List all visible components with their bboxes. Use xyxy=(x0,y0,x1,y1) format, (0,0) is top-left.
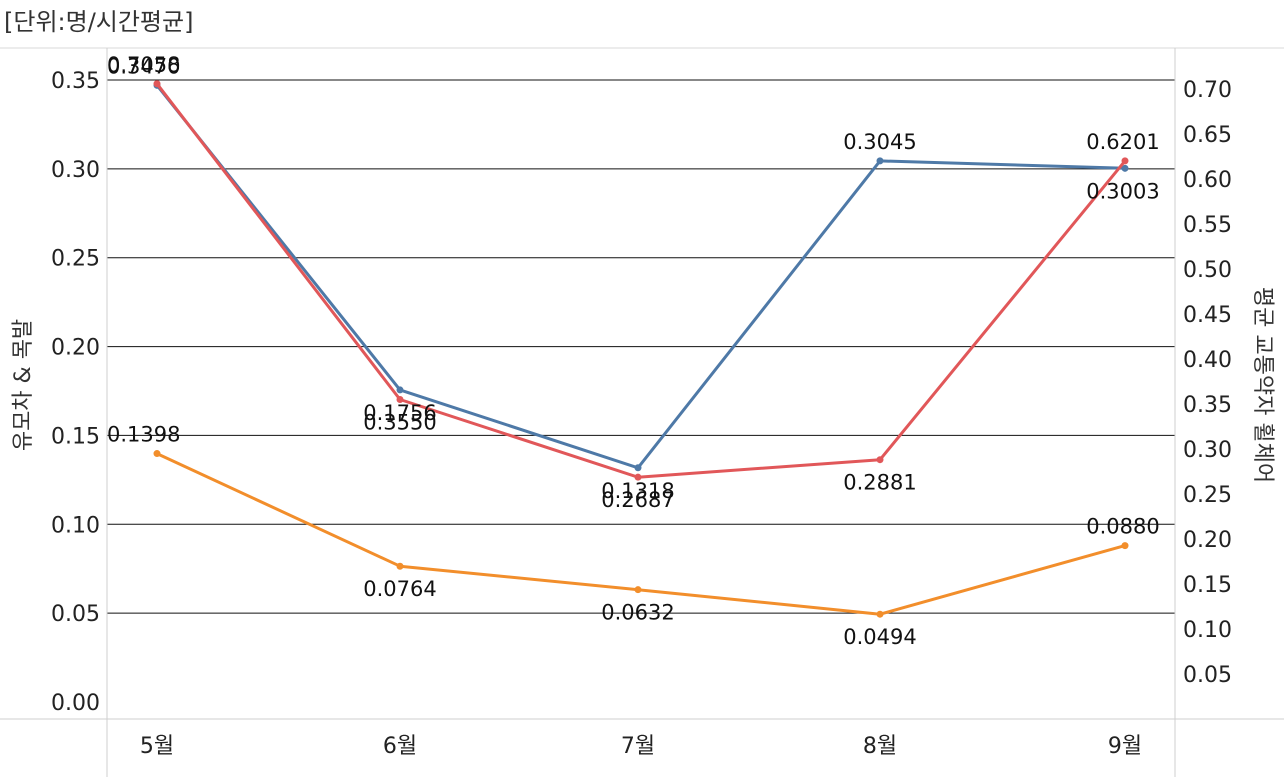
plot-frame xyxy=(0,47,1284,777)
data-point xyxy=(153,80,161,88)
data-label: 0.0880 xyxy=(1086,515,1159,539)
right-tick-label: 0.20 xyxy=(1183,528,1232,553)
x-tick-label: 7월 xyxy=(621,734,655,759)
unit-label: [단위:명/시간평균] xyxy=(4,8,194,36)
right-tick-label: 0.60 xyxy=(1183,168,1232,193)
data-label: 0.1398 xyxy=(107,423,180,447)
data-point xyxy=(1121,157,1129,165)
right-axis-title: 평균 교통약자 휠체어 xyxy=(1250,287,1275,483)
data-point xyxy=(876,610,884,618)
x-tick-label: 5월 xyxy=(140,734,174,759)
left-y-axis: 0.00 0.05 0.10 0.15 0.20 0.25 0.30 0.35 xyxy=(51,69,100,716)
left-tick-label: 0.35 xyxy=(51,69,100,94)
data-point xyxy=(1121,164,1129,172)
right-tick-label: 0.45 xyxy=(1183,303,1232,328)
data-label: 0.3550 xyxy=(363,411,436,435)
data-point xyxy=(396,386,404,394)
data-label: 0.3003 xyxy=(1086,179,1159,203)
data-label: 0.6201 xyxy=(1086,130,1159,154)
right-tick-label: 0.35 xyxy=(1183,393,1232,418)
x-axis: 5월 6월 7월 8월 9월 xyxy=(140,734,1142,759)
data-label: 0.1756 xyxy=(363,401,436,425)
right-tick-label: 0.70 xyxy=(1183,78,1232,103)
x-tick-label: 8월 xyxy=(863,734,897,759)
data-point xyxy=(1121,542,1129,550)
data-point xyxy=(396,396,404,403)
data-label: 0.2881 xyxy=(843,471,916,495)
gridlines xyxy=(107,79,1175,614)
data-point xyxy=(634,464,642,472)
right-tick-label: 0.25 xyxy=(1183,483,1232,508)
right-tick-label: 0.15 xyxy=(1183,573,1232,598)
series-line xyxy=(155,82,1127,479)
series-layer xyxy=(153,80,1129,618)
data-point xyxy=(634,473,642,481)
data-label: 0.1318 xyxy=(601,479,674,503)
data-label: 0.0632 xyxy=(601,601,674,625)
right-tick-label: 0.50 xyxy=(1183,258,1232,283)
x-tick-label: 6월 xyxy=(383,734,417,759)
left-axis-title: 유모차 & 목발 xyxy=(11,319,36,451)
data-point xyxy=(634,586,642,594)
left-tick-label: 0.30 xyxy=(51,158,100,183)
data-label: 0.0764 xyxy=(363,577,436,601)
right-tick-label: 0.10 xyxy=(1183,618,1232,643)
right-y-axis: 0.05 0.10 0.15 0.20 0.25 0.30 0.35 0.40 0.45 0.50… xyxy=(1183,78,1232,688)
right-tick-label: 0.55 xyxy=(1183,213,1232,238)
left-tick-label: 0.05 xyxy=(51,602,100,627)
left-tick-label: 0.20 xyxy=(51,336,100,361)
left-tick-label: 0.00 xyxy=(51,691,100,716)
data-point xyxy=(153,450,161,458)
left-tick-label: 0.15 xyxy=(51,424,100,449)
right-tick-label: 0.40 xyxy=(1183,348,1232,373)
right-tick-label: 0.30 xyxy=(1183,438,1232,463)
data-point xyxy=(876,157,884,165)
right-tick-label: 0.65 xyxy=(1183,123,1232,148)
data-point xyxy=(396,562,404,570)
data-label: 0.0494 xyxy=(843,625,916,649)
left-tick-label: 0.10 xyxy=(51,513,100,538)
data-label: 0.7058 xyxy=(107,53,180,77)
data-labels: 0.3470 0.1756 0.1318 0.3045 0.3003 0.7058 0.35… xyxy=(107,53,1160,649)
data-label: 0.3045 xyxy=(843,130,916,154)
left-tick-label: 0.25 xyxy=(51,247,100,272)
x-tick-label: 9월 xyxy=(1108,734,1142,759)
series-line xyxy=(155,84,1126,470)
right-tick-label: 0.05 xyxy=(1183,663,1232,688)
data-label: 0.2687 xyxy=(601,488,674,512)
data-point xyxy=(876,456,884,464)
data-label: 0.3470 xyxy=(107,54,180,78)
